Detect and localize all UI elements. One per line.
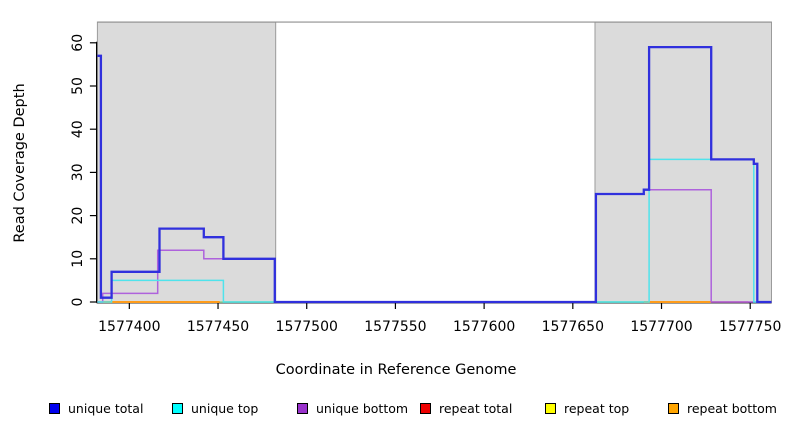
legend-item-repeat-total: repeat total [420,399,512,417]
x-tick-label: 1577700 [630,319,692,335]
legend-label: unique top [191,400,259,416]
y-tick-label: 40 [70,120,86,138]
unique-total-swatch-icon [49,402,60,414]
legend-label: repeat bottom [687,400,777,416]
x-tick-label: 1577450 [187,319,249,335]
unique-bottom-swatch-icon [297,402,308,414]
legend-label: repeat top [564,400,630,416]
legend-item-repeat-top: repeat top [545,399,629,417]
x-tick-label: 1577400 [98,319,160,335]
repeat-top-swatch-icon [545,402,556,414]
legend-label: unique total [68,400,144,416]
legend-item-unique-top: unique top [172,399,258,417]
x-tick-label: 1577650 [542,319,604,335]
chart-legend: unique total unique top unique bottom repea… [0,399,792,423]
repeat-region-band-0 [96,21,277,304]
y-tick-label: 0 [70,298,86,307]
series-line-unique-total [97,45,772,304]
legend-item-unique-bottom: unique bottom [297,399,408,417]
repeat-total-swatch-icon [420,402,431,414]
y-tick-label: 50 [70,77,86,95]
y-tick-label: 10 [70,250,86,268]
repeat-bottom-swatch-icon [668,402,679,414]
y-axis-title: Read Coverage Depth [12,83,28,243]
y-tick-label: 30 [70,163,86,181]
repeat-region-band-1 [594,21,773,304]
legend-item-unique-total: unique total [49,399,143,417]
y-tick-label: 60 [70,34,86,52]
legend-item-repeat-bottom: repeat bottom [668,399,777,417]
x-tick-label: 1577500 [276,319,338,335]
legend-label: repeat total [439,400,513,416]
x-tick-label: 1577750 [719,319,781,335]
x-tick-label: 1577600 [453,319,515,335]
x-tick-label: 1577550 [364,319,426,335]
unique-top-swatch-icon [172,402,183,414]
x-axis-title: Coordinate in Reference Genome [275,362,517,378]
y-tick-label: 20 [70,207,86,225]
legend-label: unique bottom [316,400,409,416]
